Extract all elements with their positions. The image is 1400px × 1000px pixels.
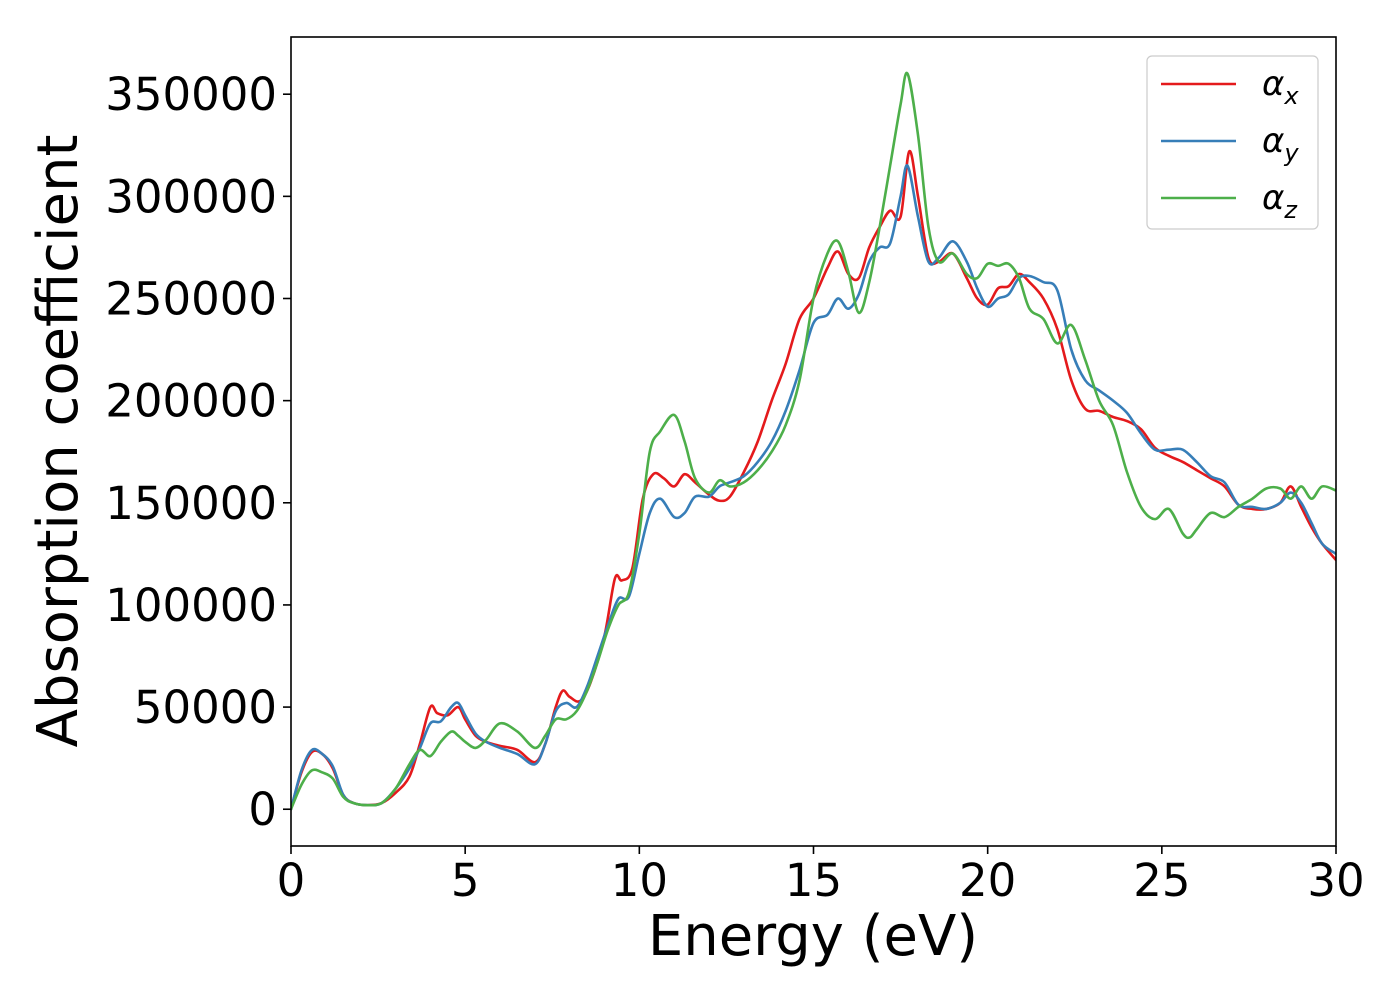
x-axis-label: Energy (eV) xyxy=(648,904,978,969)
y-tick-label: 300000 xyxy=(105,170,277,223)
x-tick-label: 15 xyxy=(785,854,842,907)
x-axis-ticks: 0 5 10 15 20 25 30 xyxy=(277,846,1365,907)
x-tick-label: 10 xyxy=(611,854,668,907)
series-layer xyxy=(291,71,1336,811)
y-axis-ticks: 0 50000 100000 150000 200000 250000 300000 3500… xyxy=(105,68,291,836)
y-tick-label: 50000 xyxy=(134,681,277,734)
y-tick-label: 100000 xyxy=(105,579,277,632)
y-axis-label: Absorption coefficient xyxy=(26,135,91,748)
legend-label-z: αz xyxy=(1262,178,1298,224)
y-tick-label: 150000 xyxy=(105,477,277,530)
series-line-y xyxy=(291,164,1336,811)
series-line-x xyxy=(291,150,1336,811)
x-tick-label: 30 xyxy=(1307,854,1364,907)
legend-box xyxy=(1146,55,1319,230)
legend-label-y: αy xyxy=(1262,121,1299,167)
x-tick-label: 25 xyxy=(1133,854,1190,907)
y-tick-label: 200000 xyxy=(105,375,277,428)
x-tick-label: 5 xyxy=(451,854,480,907)
legend-entries: αx αy αz xyxy=(1161,64,1299,224)
legend: αx αy αz xyxy=(1146,55,1319,230)
x-tick-label: 0 xyxy=(277,854,306,907)
y-tick-label: 350000 xyxy=(105,68,277,121)
series-line-z xyxy=(291,71,1336,811)
x-tick-label: 20 xyxy=(959,854,1016,907)
y-tick-label: 0 xyxy=(248,783,277,836)
y-tick-label: 250000 xyxy=(105,272,277,325)
legend-label-x: αx xyxy=(1262,64,1299,110)
